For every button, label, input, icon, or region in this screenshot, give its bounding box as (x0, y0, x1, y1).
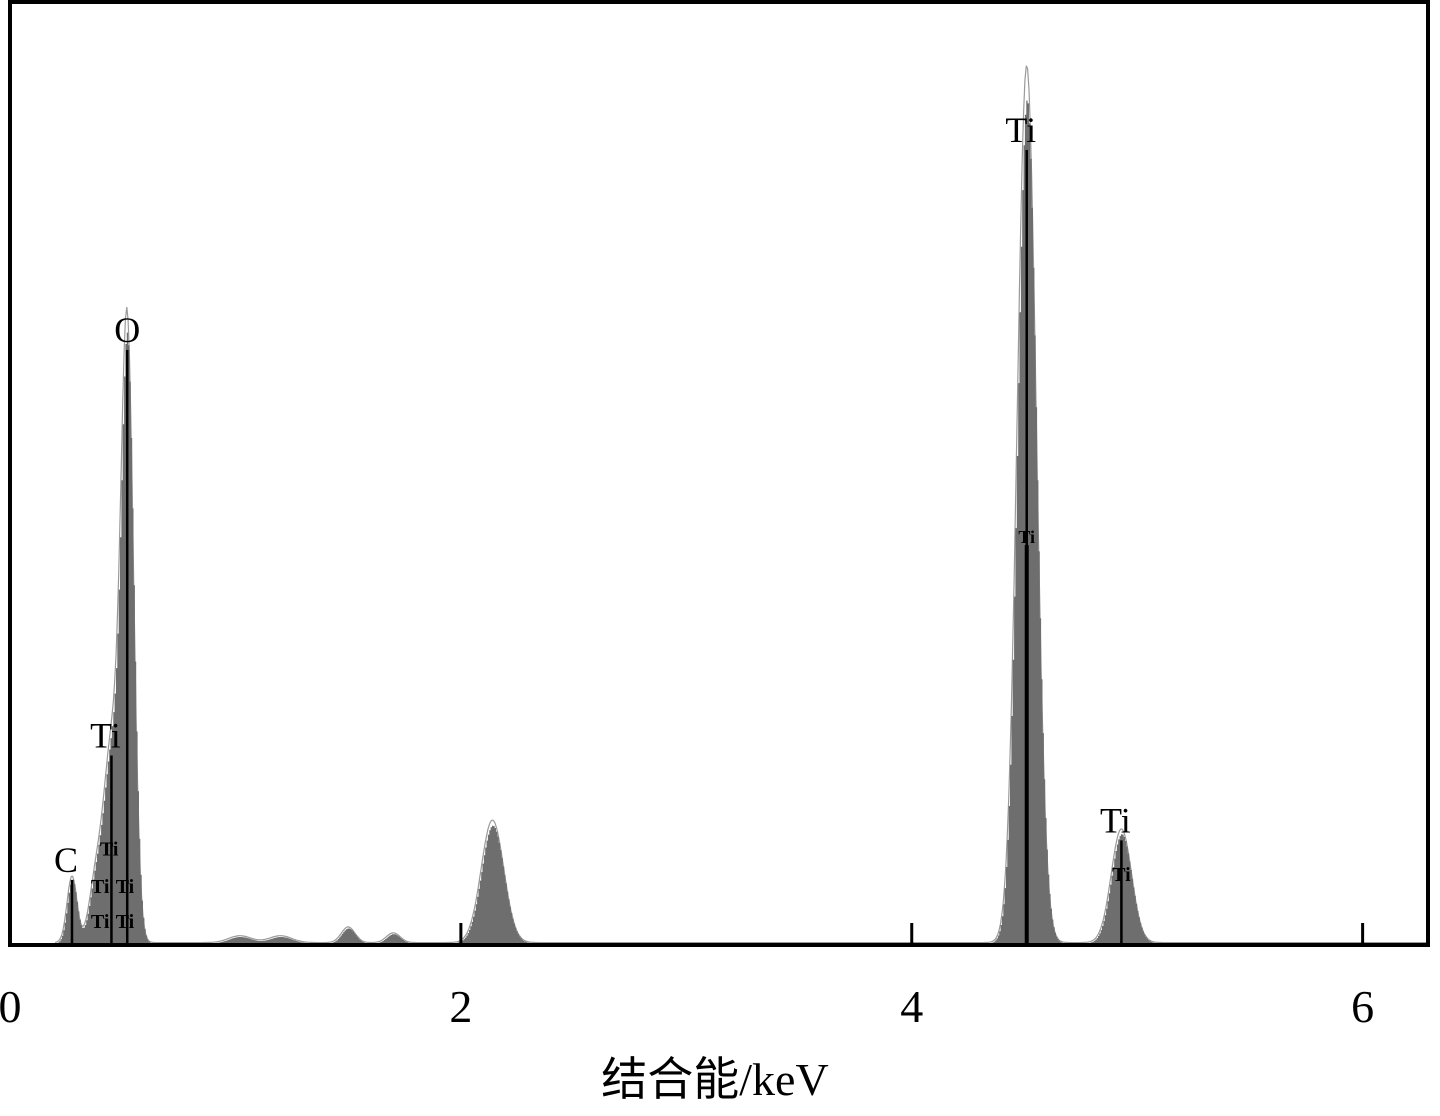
minor-peak-label: Ti (116, 876, 135, 898)
minor-peak-label: Ti (116, 911, 135, 933)
x-axis: 0 2 4 6 (0, 923, 1374, 1032)
peak-label: Ti (1100, 800, 1131, 840)
minor-peak-label: Ti (1112, 864, 1131, 886)
peak-label: Ti (90, 715, 121, 755)
plot-area: C Ti O Ti Ti Ti Ti Ti Ti Ti Ti Ti (54, 65, 1429, 946)
peak-label: O (114, 310, 140, 350)
spectrum-outline (54, 65, 1427, 944)
x-axis-label: 结合能/keV (601, 1054, 828, 1105)
peak-label: Ti (1018, 527, 1035, 547)
x-tick-label: 4 (900, 981, 923, 1032)
spectrum-area (55, 100, 1429, 946)
minor-peak-label: Ti (100, 838, 119, 860)
x-tick-label: 6 (1351, 981, 1374, 1032)
x-tick-label: 2 (449, 981, 472, 1032)
plot-frame (8, 0, 1430, 947)
peak-label: Ti (1005, 110, 1036, 150)
x-tick-label: 0 (0, 981, 22, 1032)
minor-peak-label: Ti (91, 876, 110, 898)
peak-label: C (54, 840, 78, 880)
minor-peak-label: Ti (91, 911, 110, 933)
